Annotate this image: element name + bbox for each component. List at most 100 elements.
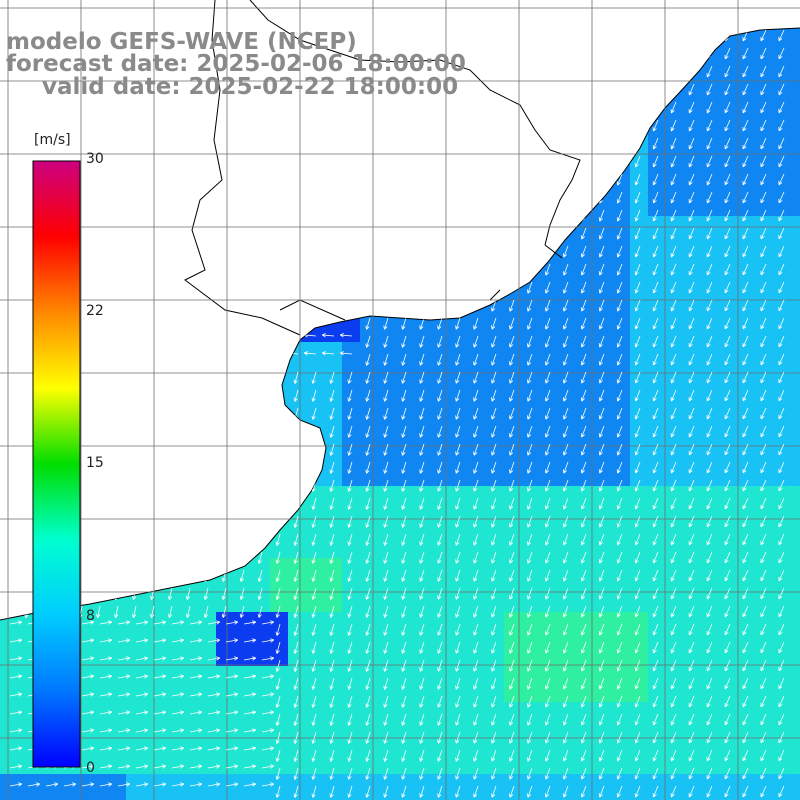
wind-cell xyxy=(486,270,504,288)
wind-arrow xyxy=(249,333,263,338)
wind-cell xyxy=(108,666,126,684)
wind-cell xyxy=(666,774,684,792)
wind-cell xyxy=(648,630,666,648)
wind-cell xyxy=(612,90,630,108)
wind-arrow xyxy=(778,497,785,510)
wind-cell xyxy=(774,486,792,504)
wind-cell xyxy=(288,144,306,162)
wind-cell xyxy=(558,486,576,504)
wind-arrow xyxy=(365,209,371,222)
wind-cell xyxy=(360,0,378,18)
wind-arrow xyxy=(419,713,425,726)
wind-cell xyxy=(738,288,756,306)
wind-arrow xyxy=(544,749,551,762)
wind-cell xyxy=(666,0,684,18)
wind-arrow xyxy=(267,243,281,248)
wind-arrow xyxy=(6,425,11,439)
wind-arrow xyxy=(383,137,389,150)
wind-arrow xyxy=(213,297,227,302)
wind-arrow xyxy=(455,299,461,312)
wind-arrow xyxy=(159,243,173,248)
wind-arrow xyxy=(0,297,11,302)
wind-cell xyxy=(414,612,432,630)
wind-cell xyxy=(720,756,738,774)
wind-cell xyxy=(144,720,162,738)
wind-cell xyxy=(180,126,198,144)
wind-cell xyxy=(342,558,360,576)
wind-cell xyxy=(774,738,792,756)
wind-arrow xyxy=(437,479,443,492)
wind-arrow xyxy=(149,605,155,618)
wind-arrow xyxy=(598,371,605,384)
wind-cell xyxy=(414,450,432,468)
wind-arrow xyxy=(177,135,191,140)
wind-cell xyxy=(108,576,126,594)
wind-arrow xyxy=(293,623,299,636)
wind-arrow xyxy=(231,135,245,140)
wind-cell xyxy=(756,108,774,126)
wind-arrow xyxy=(742,605,749,618)
wind-cell xyxy=(594,558,612,576)
wind-cell xyxy=(630,774,648,792)
wind-arrow xyxy=(249,171,263,176)
wind-cell xyxy=(576,414,594,432)
wind-cell xyxy=(738,126,756,144)
wind-cell xyxy=(702,774,720,792)
wind-cell xyxy=(450,216,468,234)
wind-arrow xyxy=(742,227,749,240)
wind-cell xyxy=(0,630,18,648)
wind-arrow xyxy=(365,641,371,654)
wind-cell xyxy=(324,594,342,612)
wind-cell xyxy=(234,0,252,18)
wind-arrow xyxy=(688,245,695,258)
wind-cell xyxy=(252,324,270,342)
wind-cell xyxy=(378,360,396,378)
wind-cell xyxy=(702,504,720,522)
wind-arrow xyxy=(383,677,389,690)
wind-arrow xyxy=(275,425,281,438)
wind-cell xyxy=(576,234,594,252)
wind-cell xyxy=(792,504,800,522)
wind-cell xyxy=(144,360,162,378)
wind-cell xyxy=(414,108,432,126)
wind-arrow xyxy=(616,101,623,114)
wind-cell xyxy=(450,666,468,684)
wind-cell xyxy=(306,234,324,252)
wind-cell xyxy=(702,648,720,666)
wind-arrow xyxy=(383,587,389,600)
wind-cell xyxy=(108,450,126,468)
wind-arrow xyxy=(544,551,551,564)
wind-arrow xyxy=(580,407,587,420)
wind-cell xyxy=(198,198,216,216)
wind-arrow xyxy=(167,461,173,474)
wind-arrow xyxy=(167,389,173,402)
wind-cell xyxy=(486,468,504,486)
wind-arrow xyxy=(105,351,119,356)
wind-arrow xyxy=(742,299,749,312)
wind-cell xyxy=(180,396,198,414)
wind-arrow xyxy=(311,785,317,798)
wind-cell xyxy=(270,324,288,342)
wind-cell xyxy=(684,198,702,216)
wind-arrow xyxy=(778,515,785,528)
wind-arrow xyxy=(742,785,749,798)
wind-arrow xyxy=(724,209,731,222)
wind-arrow xyxy=(562,641,569,654)
wind-cell xyxy=(684,756,702,774)
wind-arrow xyxy=(293,659,299,672)
wind-cell xyxy=(702,792,720,800)
wind-arrow xyxy=(419,605,425,618)
wind-cell xyxy=(486,360,504,378)
wind-arrow xyxy=(135,710,149,715)
wind-arrow xyxy=(670,767,677,780)
wind-cell xyxy=(630,198,648,216)
wind-arrow xyxy=(221,389,227,402)
wind-cell xyxy=(540,594,558,612)
wind-cell xyxy=(0,702,18,720)
wind-arrow xyxy=(437,173,443,186)
wind-cell xyxy=(0,378,18,396)
wind-arrow xyxy=(99,746,113,751)
wind-arrow xyxy=(527,533,533,546)
wind-arrow xyxy=(87,189,101,194)
wind-cell xyxy=(576,0,594,18)
